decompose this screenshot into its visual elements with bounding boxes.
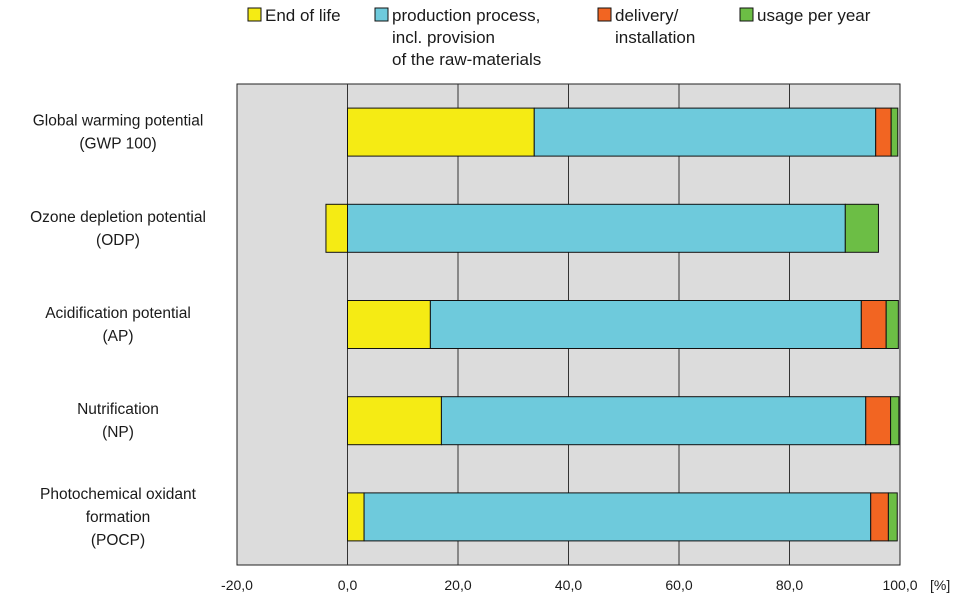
- category-label-1-1: (ODP): [96, 232, 140, 249]
- x-tick-label-4: 60,0: [665, 577, 692, 593]
- bar-segment-4-3: [887, 492, 898, 542]
- category-label-3-1: (NP): [102, 424, 134, 441]
- x-tick-label-2: 20,0: [444, 577, 471, 593]
- x-tick-label-3: 40,0: [555, 577, 582, 593]
- legend-label-3-0: usage per year: [757, 6, 871, 25]
- bar-segment-2-0: [347, 300, 431, 349]
- category-label-4-1: formation: [86, 509, 151, 526]
- bar-segment-0-3: [890, 107, 899, 157]
- category-label-2-1: (AP): [103, 328, 134, 345]
- legend-label-1-2: of the raw-materials: [392, 50, 541, 69]
- bar-segment-4-2: [870, 492, 889, 542]
- legend-swatch-2: [597, 7, 612, 22]
- legend-label-2-1: installation: [615, 28, 695, 47]
- legend-swatch-0: [247, 7, 262, 22]
- x-tick-label-5: 80,0: [776, 577, 803, 593]
- bar-segment-2-3: [885, 300, 899, 349]
- category-label-3-0: Nutrification: [77, 401, 159, 418]
- legend-label-1-0: production process,: [392, 6, 540, 25]
- x-axis-ticks: -20,0 0,0 20,0 40,0 60,0 80,0 100,0 [%]: [221, 577, 950, 593]
- bar-segment-1-3: [844, 203, 879, 253]
- x-tick-label-0: -20,0: [221, 577, 253, 593]
- bar-segment-3-3: [890, 396, 900, 446]
- bars: [325, 107, 900, 542]
- x-tick-label-6: 100,0: [882, 577, 917, 593]
- category-label-4-0: Photochemical oxidant: [40, 486, 197, 503]
- legend: End of life production process, incl. prov…: [247, 6, 871, 69]
- legend-label-1-1: incl. provision: [392, 28, 495, 47]
- category-labels: Global warming potential (GWP 100) Ozone d…: [30, 113, 206, 549]
- bar-segment-3-2: [865, 396, 892, 446]
- bar-segment-4-0: [347, 492, 365, 542]
- bar-segment-0-1: [533, 107, 877, 157]
- category-label-0-1: (GWP 100): [79, 136, 156, 153]
- x-axis-unit: [%]: [930, 577, 950, 593]
- legend-label-0-0: End of life: [265, 6, 341, 25]
- bar-segment-3-1: [440, 396, 867, 446]
- legend-swatch-3: [739, 7, 754, 22]
- legend-swatch-1: [374, 7, 389, 22]
- bar-segment-4-1: [363, 492, 872, 542]
- x-tick-label-1: 0,0: [338, 577, 358, 593]
- category-label-1-0: Ozone depletion potential: [30, 209, 206, 226]
- bar-segment-1-0: [325, 203, 349, 253]
- bar-segment-3-0: [347, 396, 442, 446]
- bar-segment-0-2: [875, 107, 892, 157]
- bar-segment-0-0: [347, 107, 535, 157]
- legend-label-2-0: delivery/: [615, 6, 679, 25]
- bar-segment-2-1: [429, 300, 862, 349]
- bar-segment-1-1: [347, 203, 846, 253]
- category-label-2-0: Acidification potential: [45, 305, 191, 322]
- bar-segment-2-2: [860, 300, 887, 349]
- category-label-0-0: Global warming potential: [33, 113, 204, 130]
- category-label-4-2: (POCP): [91, 532, 145, 549]
